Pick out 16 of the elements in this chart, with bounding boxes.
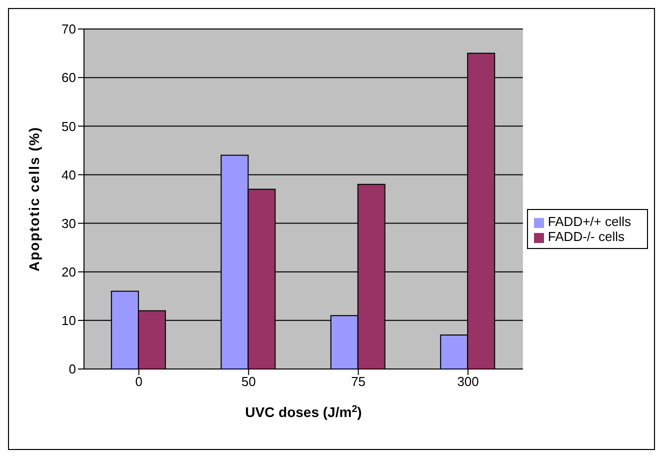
legend-label: FADD+/+ cells: [548, 214, 631, 229]
y-axis-title: Apoptotic cells (%): [26, 126, 42, 272]
y-tick-label: 10: [62, 313, 76, 328]
y-tick-label: 50: [62, 118, 76, 134]
x-axis-title: UVC doses (J/m$^{2}$): [245, 404, 362, 420]
x-tick-label: 0: [135, 374, 142, 390]
y-tick-label: 0: [68, 362, 76, 377]
y-tick-label: 70: [62, 22, 76, 37]
y-tick-label: 20: [62, 264, 76, 280]
y-tick-label: 40: [62, 167, 76, 182]
x-tick-label: 75: [351, 374, 366, 390]
x-tick-label: 50: [241, 374, 256, 390]
y-tick-label: 30: [62, 216, 76, 231]
x-tick-label: 300: [457, 374, 479, 390]
y-tick-label: 60: [62, 70, 76, 86]
legend-label: FADD-/- cells: [548, 229, 624, 244]
